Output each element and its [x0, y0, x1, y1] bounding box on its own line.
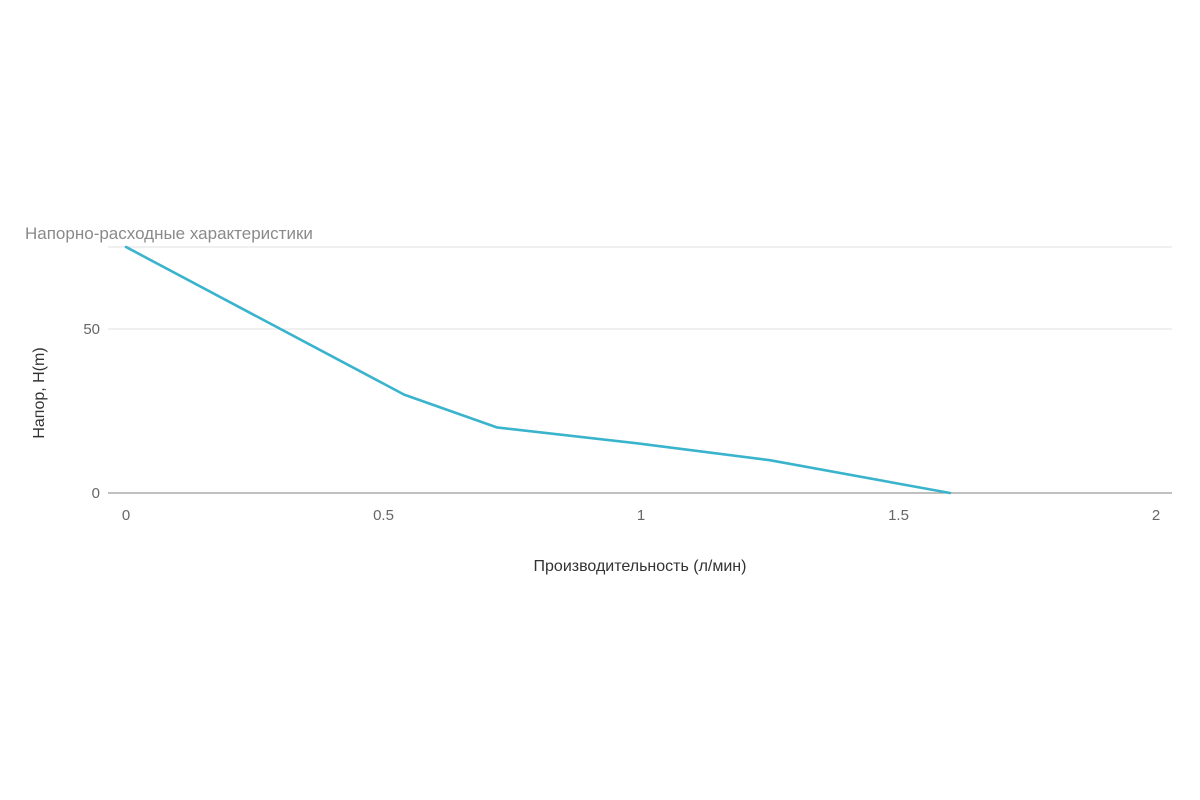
grid	[108, 246, 1172, 494]
y-axis-title: Напор, H(m)	[31, 347, 48, 438]
x-tick-label: 0	[122, 507, 130, 524]
series-line	[124, 245, 952, 495]
x-tick-label: 2	[1152, 507, 1160, 524]
x-tick-label: 1.5	[888, 507, 909, 524]
x-axis-title: Производительность (л/мин)	[534, 558, 747, 575]
x-tick-label: 1	[637, 507, 645, 524]
chart-title: Напорно-расходные характеристики	[25, 224, 313, 243]
series-layer	[124, 245, 952, 495]
x-tick-label: 0.5	[373, 507, 394, 524]
y-axis-ticks: 0 50	[83, 321, 100, 502]
y-tick-label: 0	[92, 485, 100, 502]
x-axis-ticks: 0 0.5 1 1.5 2	[122, 507, 1160, 524]
y-tick-label: 50	[83, 321, 100, 338]
